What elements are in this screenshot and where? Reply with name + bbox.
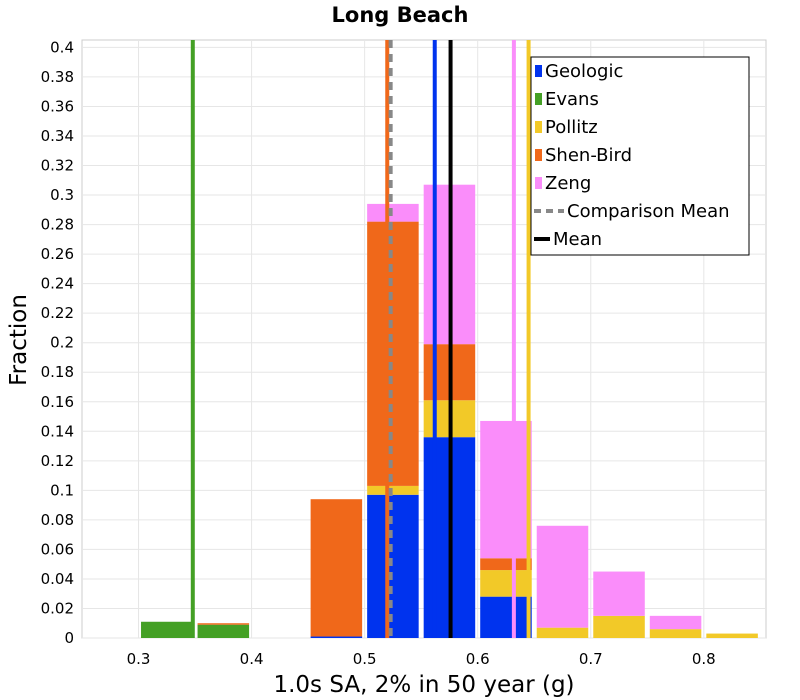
legend-label: Shen-Bird: [545, 145, 632, 166]
y-tick-label: 0.34: [41, 127, 74, 145]
bars: [141, 184, 758, 638]
legend-label: Pollitz: [545, 117, 598, 138]
bar-shen-bird: [367, 221, 419, 486]
mean-lines: [190, 40, 531, 638]
bar-zeng: [367, 203, 419, 222]
y-tick-label: 0.22: [41, 304, 74, 322]
y-tick-label: 0.24: [41, 275, 74, 293]
y-tick-label: 0.16: [41, 393, 74, 411]
y-axis-label: Fraction: [6, 294, 32, 386]
y-tick-label: 0.26: [41, 245, 74, 263]
legend-box: [530, 56, 750, 256]
x-tick-label: 0.6: [466, 650, 490, 668]
legend-swatch: [535, 121, 542, 133]
x-tick-label: 0.7: [579, 650, 603, 668]
bar-geologic: [310, 636, 363, 638]
legend: Geologic Evans Pollitz Shen-Bird Zeng Compari…: [530, 56, 750, 256]
bar-pollitz: [706, 633, 758, 638]
y-tick-label: 0.08: [41, 511, 74, 529]
x-axis-ticks: 0.3 0.4 0.5 0.6 0.7 0.8: [127, 650, 716, 668]
legend-label: Evans: [545, 89, 599, 110]
x-tick-label: 0.3: [127, 650, 151, 668]
y-tick-label: 0: [64, 629, 74, 647]
y-tick-label: 0.28: [41, 216, 74, 234]
bar-shen-bird: [480, 558, 532, 571]
y-tick-label: 0.1: [50, 481, 74, 499]
legend-swatch: [535, 149, 542, 161]
y-axis-ticks: 0 0.02 0.04 0.06 0.08 0.1 0.12 0.14 0.16 0.18 0.2 0…: [41, 38, 74, 647]
y-tick-label: 0.06: [41, 540, 74, 558]
legend-swatch: [535, 93, 542, 105]
legend-swatch: [535, 65, 542, 77]
y-tick-label: 0.18: [41, 363, 74, 381]
y-tick-label: 0.3: [50, 186, 74, 204]
y-tick-label: 0.32: [41, 157, 74, 175]
chart-title: Long Beach: [332, 3, 469, 27]
y-tick-label: 0.02: [41, 599, 74, 617]
bar-evans: [141, 621, 193, 638]
bar-geologic: [367, 494, 419, 638]
legend-label: Zeng: [545, 173, 591, 194]
legend-label: Mean: [553, 229, 602, 250]
y-tick-label: 0.36: [41, 97, 74, 115]
bar-pollitz: [536, 627, 589, 638]
x-tick-label: 0.4: [240, 650, 264, 668]
bar-zeng: [536, 525, 589, 628]
y-tick-label: 0.4: [50, 38, 74, 56]
bar-shen-bird: [310, 499, 363, 637]
bar-zeng: [593, 571, 645, 616]
legend-label: Comparison Mean: [567, 201, 730, 222]
y-tick-label: 0.14: [41, 422, 74, 440]
x-tick-label: 0.5: [353, 650, 377, 668]
bar-evans: [197, 624, 250, 638]
bar-shen-bird: [197, 623, 250, 625]
y-tick-label: 0.12: [41, 452, 74, 470]
y-tick-label: 0.04: [41, 570, 74, 588]
legend-swatch: [535, 177, 542, 189]
bar-geologic: [480, 596, 532, 638]
bar-pollitz: [480, 570, 532, 597]
bar-pollitz: [593, 615, 645, 638]
bar-pollitz: [367, 485, 419, 495]
y-tick-label: 0.38: [41, 68, 74, 86]
bar-zeng: [480, 420, 532, 559]
legend-label: Geologic: [545, 61, 623, 82]
bar-zeng: [649, 615, 702, 630]
x-tick-label: 0.8: [692, 650, 716, 668]
x-axis-label: 1.0s SA, 2% in 50 year (g): [273, 672, 574, 698]
y-tick-label: 0.2: [50, 334, 74, 352]
bar-pollitz: [649, 629, 702, 638]
